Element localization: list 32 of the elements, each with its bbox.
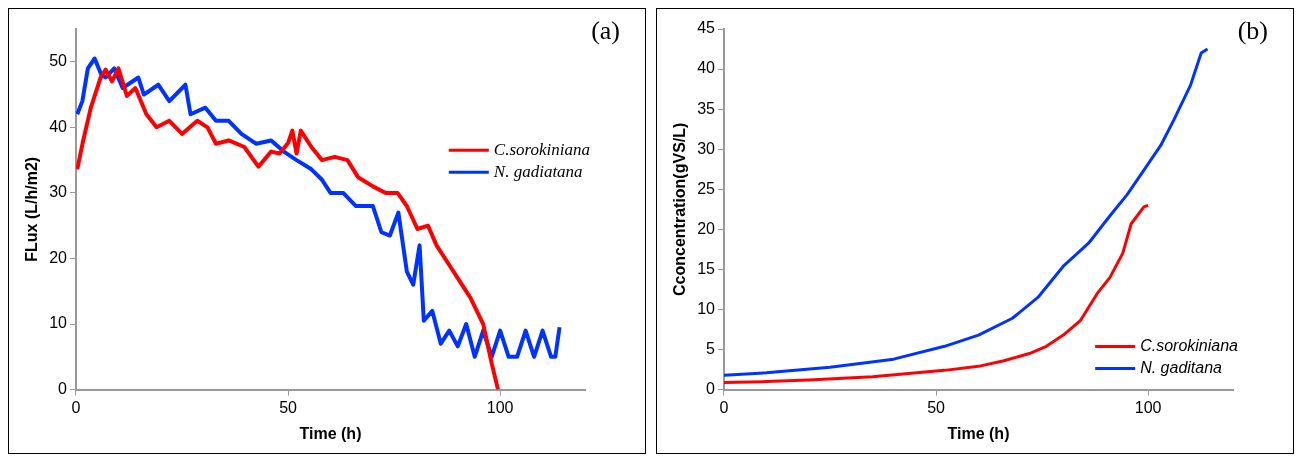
y-tick-label: 10	[49, 314, 68, 332]
y-tick-label: 50	[49, 52, 68, 70]
x-tick-label: 100	[486, 398, 514, 416]
y-tick-label: 30	[49, 183, 68, 201]
y-tick-label: 40	[49, 117, 68, 135]
text: (b)	[1237, 15, 1268, 45]
legend-label: C.sorokiniana	[493, 139, 591, 159]
y-tick-label: 25	[697, 179, 716, 197]
text: (a)	[591, 15, 620, 45]
x-axis-title: Time (h)	[947, 424, 1010, 442]
legend-label: C.sorokiniana	[1140, 337, 1239, 355]
y-tick-label: 40	[697, 59, 716, 77]
legend-label: N. gaditana	[1140, 359, 1223, 377]
y-tick-label: 5	[706, 339, 716, 357]
y-tick-label: 35	[697, 99, 716, 117]
x-tick-label: 100	[1134, 398, 1162, 416]
y-tick-label: 0	[706, 380, 716, 398]
y-axis-title: Cconcentration(gVS/L)	[671, 122, 689, 296]
y-tick-label: 30	[697, 139, 716, 157]
y-tick-label: 20	[49, 248, 68, 266]
y-tick-label: 0	[58, 380, 68, 398]
x-tick-label: 0	[71, 398, 81, 416]
y-tick-label: 45	[697, 19, 716, 37]
y-tick-label: 20	[697, 219, 716, 237]
legend-label: N. gadiatana	[492, 161, 583, 181]
x-tick-label: 50	[279, 398, 298, 416]
y-axis-title: FLux (L/h/m2)	[23, 156, 41, 262]
y-tick-label: 10	[697, 299, 716, 317]
x-tick-label: 50	[927, 398, 946, 416]
x-axis-title: Time (h)	[299, 424, 362, 442]
y-tick-label: 15	[697, 259, 716, 277]
x-tick-label: 0	[719, 398, 729, 416]
